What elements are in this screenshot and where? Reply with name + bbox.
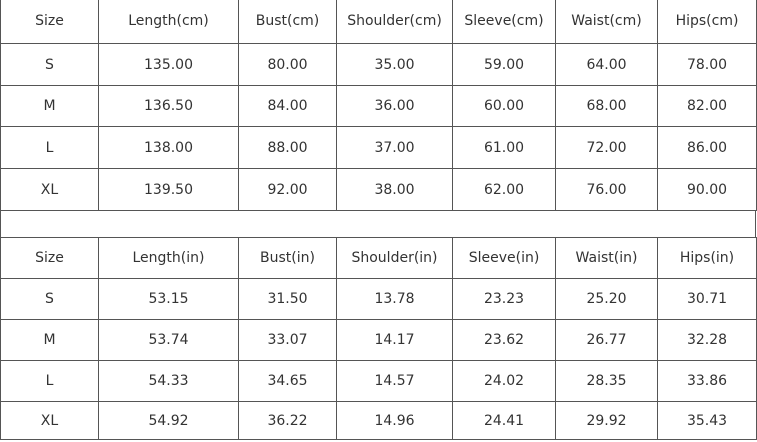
- table-cell: 90.00: [657, 168, 757, 211]
- table-cell: M: [0, 85, 99, 127]
- header-cell: Waist(cm): [555, 0, 658, 44]
- table-cell: M: [0, 319, 99, 361]
- header-cell: Size: [0, 237, 99, 279]
- table-cell: 60.00: [452, 85, 556, 127]
- table-cell: 14.96: [336, 401, 453, 440]
- header-cell: Sleeve(cm): [452, 0, 556, 44]
- table-cell: 138.00: [98, 126, 239, 169]
- table-cell: 25.20: [555, 278, 658, 320]
- header-cell: Length(in): [98, 237, 239, 279]
- table-cell: 13.78: [336, 278, 453, 320]
- table-cell: 82.00: [657, 85, 757, 127]
- table-cell: XL: [0, 401, 99, 440]
- table-cell: 24.41: [452, 401, 556, 440]
- table-cell: 23.23: [452, 278, 556, 320]
- table-cell: 88.00: [238, 126, 337, 169]
- table-cell: 54.33: [98, 360, 239, 402]
- table-cell: 23.62: [452, 319, 556, 361]
- table-cell: 62.00: [452, 168, 556, 211]
- table-cell: 61.00: [452, 126, 556, 169]
- table-cell: 26.77: [555, 319, 658, 361]
- table-cell: 31.50: [238, 278, 337, 320]
- header-cell: Hips(in): [657, 237, 757, 279]
- header-cell: Hips(cm): [657, 0, 757, 44]
- table-cell: 136.50: [98, 85, 239, 127]
- table-cell: 32.28: [657, 319, 757, 361]
- table-cell: 14.57: [336, 360, 453, 402]
- header-cell: Shoulder(cm): [336, 0, 453, 44]
- header-cell: Length(cm): [98, 0, 239, 44]
- table-cell: XL: [0, 168, 99, 211]
- table-cell: 24.02: [452, 360, 556, 402]
- table-cell: 33.86: [657, 360, 757, 402]
- table-cell: 54.92: [98, 401, 239, 440]
- table-cell: 38.00: [336, 168, 453, 211]
- table-cell: 92.00: [238, 168, 337, 211]
- table-cell: 35.00: [336, 43, 453, 86]
- table-cell: 33.07: [238, 319, 337, 361]
- table-cell: S: [0, 43, 99, 86]
- table-cell: S: [0, 278, 99, 320]
- table-cell: 36.00: [336, 85, 453, 127]
- table-cell: 30.71: [657, 278, 757, 320]
- table-cell: 36.22: [238, 401, 337, 440]
- table-cell: 53.74: [98, 319, 239, 361]
- header-cell: Sleeve(in): [452, 237, 556, 279]
- table-cell: 14.17: [336, 319, 453, 361]
- table-cell: 37.00: [336, 126, 453, 169]
- header-cell: Shoulder(in): [336, 237, 453, 279]
- table-cell: 72.00: [555, 126, 658, 169]
- table-cell: L: [0, 360, 99, 402]
- table-cell: 86.00: [657, 126, 757, 169]
- table-gap: [0, 210, 756, 238]
- header-cell: Waist(in): [555, 237, 658, 279]
- table-cell: 59.00: [452, 43, 556, 86]
- table-cell: 76.00: [555, 168, 658, 211]
- table-cell: 78.00: [657, 43, 757, 86]
- table-cell: 68.00: [555, 85, 658, 127]
- table-cell: 84.00: [238, 85, 337, 127]
- table-cell: 28.35: [555, 360, 658, 402]
- table-cell: 35.43: [657, 401, 757, 440]
- header-cell: Bust(in): [238, 237, 337, 279]
- table-cell: 135.00: [98, 43, 239, 86]
- table-cell: 139.50: [98, 168, 239, 211]
- header-cell: Bust(cm): [238, 0, 337, 44]
- table-cell: L: [0, 126, 99, 169]
- table-cell: 53.15: [98, 278, 239, 320]
- table-cell: 80.00: [238, 43, 337, 86]
- table-cell: 29.92: [555, 401, 658, 440]
- table-cell: 34.65: [238, 360, 337, 402]
- table-cell: 64.00: [555, 43, 658, 86]
- header-cell: Size: [0, 0, 99, 44]
